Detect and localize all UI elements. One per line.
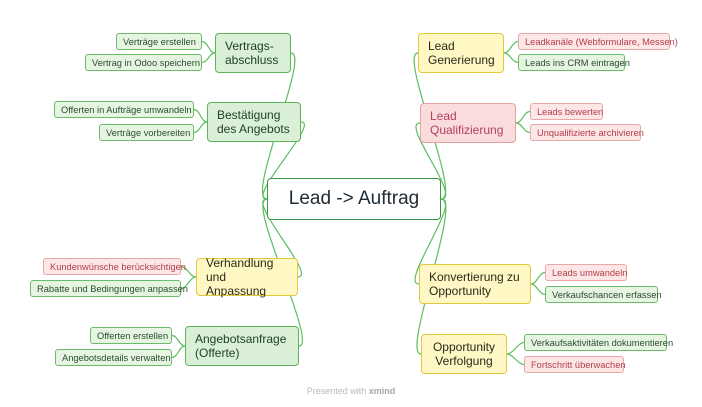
- xmind-logo: xmind: [368, 386, 396, 396]
- topic-konvertierung-opportunity[interactable]: Konvertierung zu Opportunity: [419, 264, 531, 304]
- connector-subtopic-vertraege-erstellen: [201, 40, 216, 54]
- connector-subtopic-fortschritt-ueberwachen: [506, 353, 525, 366]
- subtopic-kundenwuensche[interactable]: Kundenwünsche berücksichtigen: [43, 258, 186, 275]
- connector-subtopic-offerten-umwandeln: [193, 108, 208, 123]
- subtopic-rabatte-bedingungen[interactable]: Rabatte und Bedingungen anpassen: [30, 280, 188, 297]
- connector-subtopic-leads-umwandeln: [530, 271, 546, 285]
- subtopic-leads-crm-eintragen[interactable]: Leads ins CRM eintragen: [518, 54, 630, 71]
- subtopic-offerten-erstellen[interactable]: Offerten erstellen: [90, 327, 172, 344]
- connector-subtopic-unqualifizierte-archivieren: [515, 122, 531, 134]
- subtopic-fortschritt-ueberwachen[interactable]: Fortschritt überwachen: [524, 356, 626, 373]
- connector-topic-bestaetigung-angebot: [262, 121, 305, 200]
- connector-subtopic-rabatte-bedingungen: [180, 276, 197, 290]
- topic-lead-generierung[interactable]: Lead Generierung: [418, 33, 504, 73]
- connector-subtopic-verkaufschancen-erfassen: [530, 283, 546, 296]
- connector-topic-lead-qualifizierung: [415, 122, 447, 200]
- subtopic-vertrag-odoo-speichern[interactable]: Vertrag in Odoo speichern: [85, 54, 202, 71]
- footer-prefix: Presented with: [306, 386, 367, 396]
- subtopic-offerten-umwandeln[interactable]: Offerten in Aufträge umwandeln: [54, 101, 194, 118]
- subtopic-leadkanaele[interactable]: Leadkanäle (Webformulare, Messen): [518, 33, 678, 50]
- footer: Presented with xmind: [0, 386, 702, 396]
- subtopic-vertraege-erstellen[interactable]: Verträge erstellen: [116, 33, 202, 50]
- subtopic-leads-umwandeln[interactable]: Leads umwandeln: [545, 264, 627, 281]
- connector-subtopic-vertraege-vorbereiten: [193, 121, 208, 134]
- subtopic-verkaufschancen-erfassen[interactable]: Verkaufschancen erfassen: [545, 286, 662, 303]
- topic-opportunity-verfolgung[interactable]: Opportunity Verfolgung: [421, 334, 507, 374]
- subtopic-leads-bewerten[interactable]: Leads bewerten: [530, 103, 603, 120]
- topic-vertragsabschluss[interactable]: Vertrags- abschluss: [215, 33, 291, 73]
- subtopic-angebotsdetails[interactable]: Angebotsdetails verwalten: [55, 349, 172, 366]
- connector-subtopic-leads-bewerten: [515, 110, 531, 124]
- central-topic[interactable]: Lead -> Auftrag: [267, 178, 441, 220]
- subtopic-vertraege-vorbereiten[interactable]: Verträge vorbereiten: [99, 124, 194, 141]
- connector-subtopic-offerten-erstellen: [171, 334, 186, 347]
- connector-subtopic-angebotsdetails: [171, 345, 186, 359]
- topic-angebotsanfrage[interactable]: Angebotsanfrage (Offerte): [185, 326, 299, 366]
- connector-subtopic-leadkanaele: [503, 40, 519, 54]
- connector-subtopic-vertrag-odoo-speichern: [201, 52, 216, 64]
- topic-lead-qualifizierung[interactable]: Lead Qualifizierung: [420, 103, 516, 143]
- topic-verhandlung-anpassung[interactable]: Verhandlung und Anpassung: [196, 256, 298, 298]
- connector-subtopic-leads-crm-eintragen: [503, 52, 519, 64]
- subtopic-unqualifizierte-archivieren[interactable]: Unqualifizierte archivieren: [530, 124, 644, 141]
- topic-bestaetigung-angebot[interactable]: Bestätigung des Angebots: [207, 102, 301, 142]
- connector-subtopic-verkaufsaktivitaeten: [506, 341, 525, 355]
- subtopic-verkaufsaktivitaeten[interactable]: Verkaufsaktivitäten dokumentieren: [524, 334, 673, 351]
